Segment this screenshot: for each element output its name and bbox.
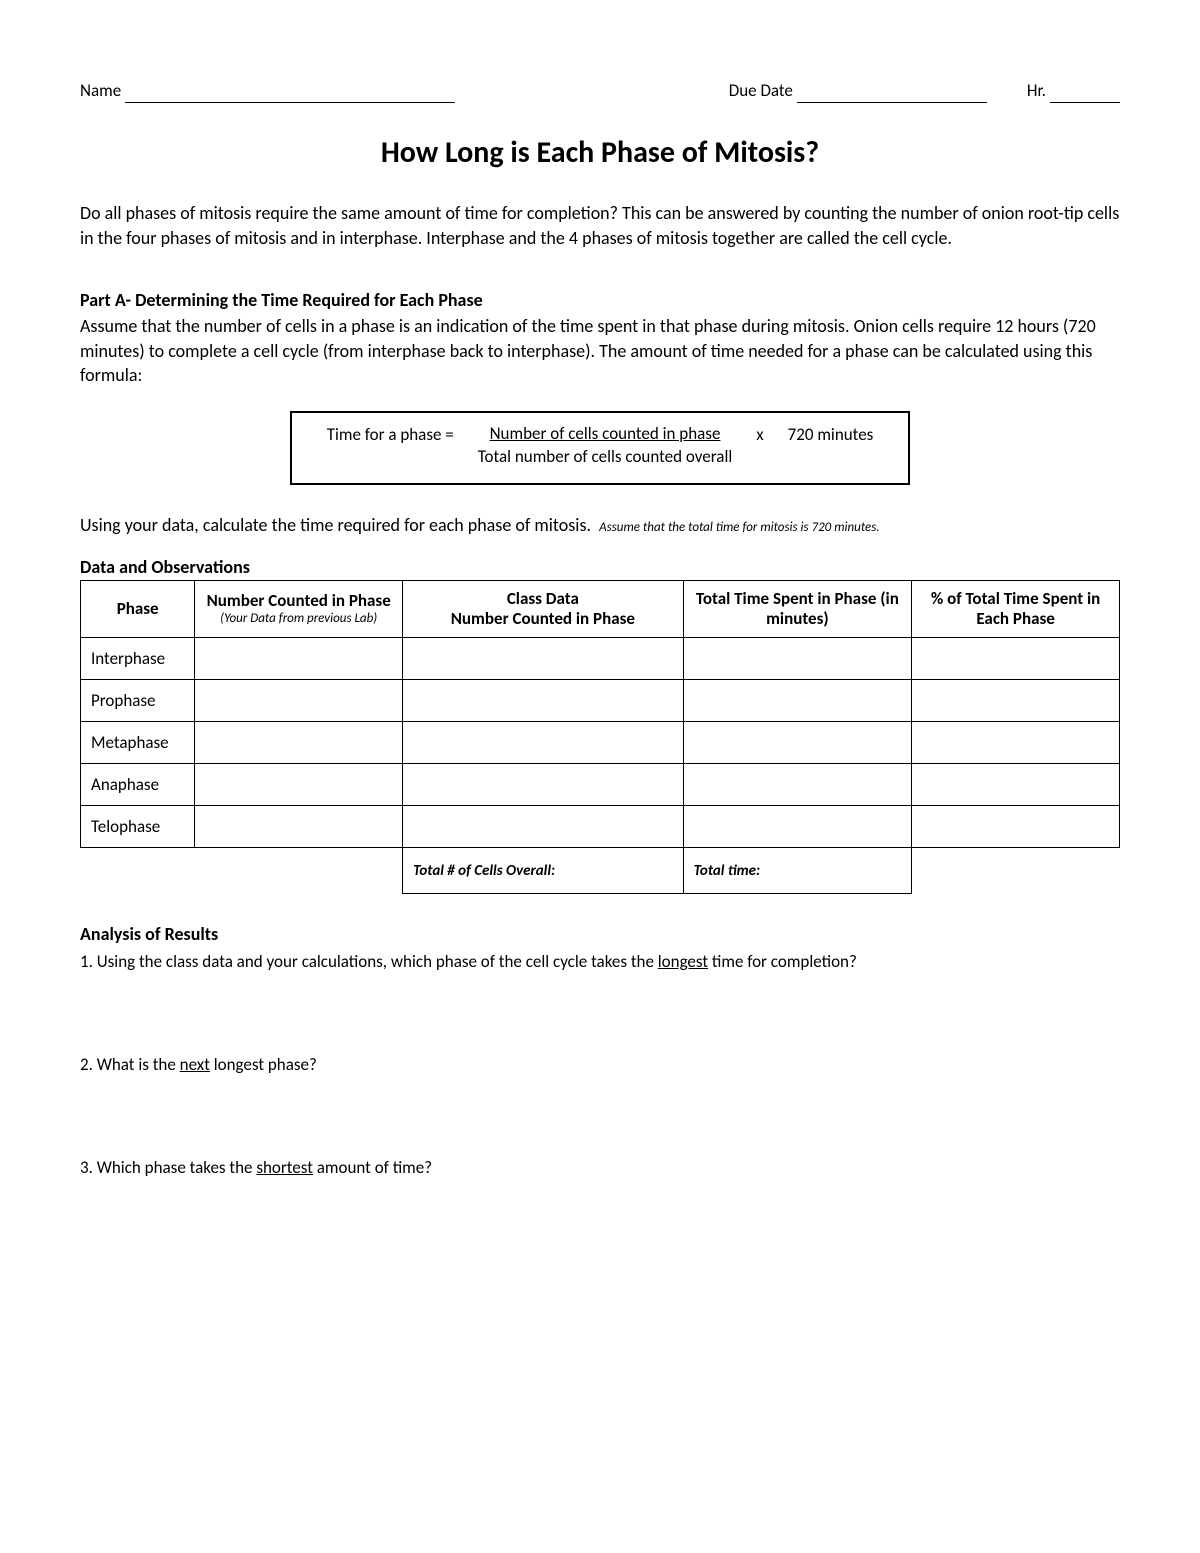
table-row: Anaphase [81,764,1120,806]
page-title: How Long is Each Phase of Mitosis? [80,133,1120,174]
data-cell[interactable] [912,680,1120,722]
table-row: Telophase [81,806,1120,848]
assume-note: Assume that the total time for mitosis i… [599,520,879,535]
data-cell[interactable] [683,764,912,806]
hr-field: Hr. [1027,80,1120,103]
data-observations-heading: Data and Observations [80,555,1120,579]
phase-cell: Interphase [81,638,195,680]
table-header-row: Phase Number Counted in Phase (Your Data… [81,580,1120,638]
data-cell[interactable] [683,722,912,764]
formula-times: x [756,423,763,447]
name-field: Name [80,80,455,103]
col-phase: Phase [81,580,195,638]
data-cell[interactable] [403,680,684,722]
question-1: 1. Using the class data and your calcula… [80,951,1120,974]
col-total-time: Total Time Spent in Phase (in minutes) [683,580,912,638]
total-time-cell[interactable]: Total time: [683,848,912,894]
data-cell[interactable] [195,806,403,848]
phase-cell: Prophase [81,680,195,722]
data-cell[interactable] [195,764,403,806]
name-blank[interactable] [125,84,455,103]
data-cell[interactable] [912,722,1120,764]
phase-cell: Metaphase [81,722,195,764]
col-percent: % of Total Time Spent in Each Phase [912,580,1120,638]
data-cell[interactable] [403,806,684,848]
due-date-label: Due Date [729,80,793,103]
formula-box: Time for a phase = Number of cells count… [290,411,910,485]
phase-cell: Anaphase [81,764,195,806]
table-row: Prophase [81,680,1120,722]
data-cell[interactable] [683,806,912,848]
data-cell[interactable] [912,764,1120,806]
analysis-heading: Analysis of Results [80,922,1120,946]
part-a-text: Assume that the number of cells in a pha… [80,314,1120,387]
formula-fraction: Number of cells counted in phase Total n… [478,423,733,469]
data-cell[interactable] [195,680,403,722]
data-cell[interactable] [403,638,684,680]
formula-lhs: Time for a phase = [327,423,454,447]
intro-paragraph: Do all phases of mitosis require the sam… [80,201,1120,250]
data-cell[interactable] [683,680,912,722]
data-cell[interactable] [195,638,403,680]
calc-instruction: Using your data, calculate the time requ… [80,513,1120,537]
formula-rhs: 720 minutes [788,423,874,447]
due-date-blank[interactable] [797,84,987,103]
due-date-field: Due Date [729,80,987,103]
question-2: 2. What is the next longest phase? [80,1054,1120,1077]
header-fields: Name Due Date Hr. [80,80,1120,103]
data-cell[interactable] [912,806,1120,848]
name-label: Name [80,80,121,103]
col-class-data: Class DataNumber Counted in Phase [403,580,684,638]
data-cell[interactable] [912,638,1120,680]
part-a-heading: Part A- Determining the Time Required fo… [80,288,1120,312]
data-cell[interactable] [403,764,684,806]
formula-numerator: Number of cells counted in phase [484,423,727,444]
table-row: Interphase [81,638,1120,680]
totals-row: Total # of Cells Overall: Total time: [81,848,1120,894]
formula-denominator: Total number of cells counted overall [478,446,733,467]
data-cell[interactable] [195,722,403,764]
total-cells-cell[interactable]: Total # of Cells Overall: [403,848,684,894]
col-number-counted: Number Counted in Phase (Your Data from … [195,580,403,638]
data-table: Phase Number Counted in Phase (Your Data… [80,580,1120,895]
table-row: Metaphase [81,722,1120,764]
data-cell[interactable] [403,722,684,764]
data-cell[interactable] [683,638,912,680]
question-3: 3. Which phase takes the shortest amount… [80,1157,1120,1180]
hr-blank[interactable] [1050,84,1120,103]
phase-cell: Telophase [81,806,195,848]
hr-label: Hr. [1027,80,1046,103]
